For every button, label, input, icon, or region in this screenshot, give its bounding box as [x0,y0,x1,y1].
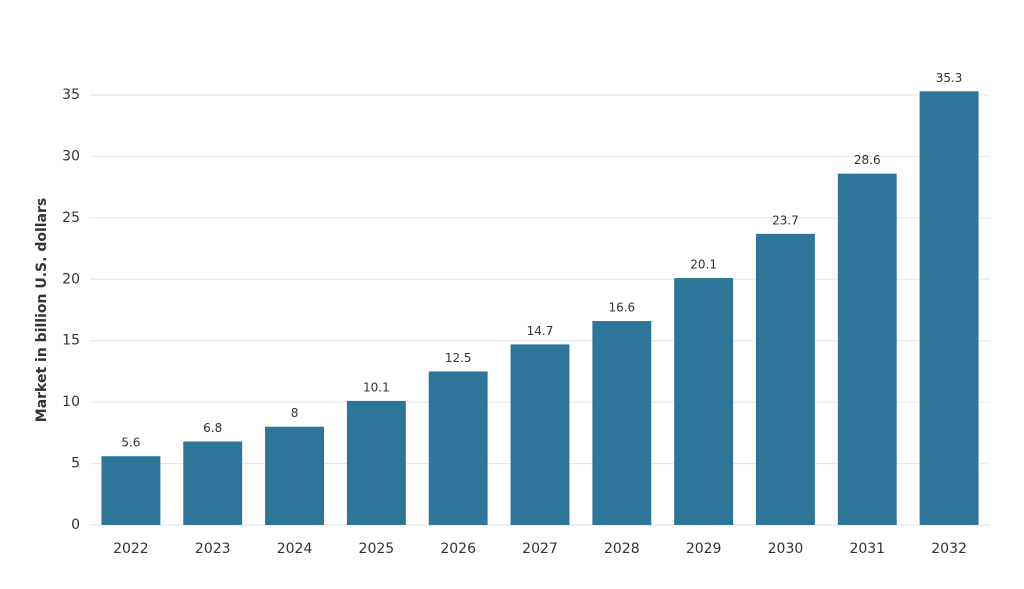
data-label: 14.7 [527,324,554,338]
y-axis-title: Market in billion U.S. dollars [34,198,50,422]
x-tick-label: 2029 [686,541,722,557]
x-tick-label: 2028 [604,541,640,557]
y-tick-label: 0 [71,517,80,533]
y-tick-label: 30 [62,148,80,164]
data-label: 6.8 [203,421,222,435]
bar [510,344,570,525]
y-tick-label: 5 [71,456,80,472]
x-tick-label: 2026 [440,541,476,557]
data-label: 8 [291,406,299,420]
data-label: 5.6 [121,436,140,450]
x-tick-label: 2025 [359,541,395,557]
bar [183,441,243,525]
bar [101,456,161,525]
data-label: 16.6 [608,301,635,315]
data-label: 23.7 [772,213,799,227]
y-tick-label: 35 [62,87,80,103]
bar [837,173,897,525]
bar [428,371,488,525]
bar [756,233,815,526]
x-tick-label: 2022 [113,541,149,557]
y-tick-label: 15 [62,333,80,349]
data-label: 10.1 [363,380,390,394]
data-label: 12.5 [445,351,472,365]
x-tick-label: 2023 [195,541,231,557]
x-tick-label: 2027 [522,541,558,557]
bar [919,91,979,526]
bar [674,278,734,525]
data-label: 35.3 [936,71,963,85]
bar [592,321,652,525]
y-tick-label: 25 [62,210,80,226]
x-tick-label: 2024 [277,541,313,557]
bar [346,400,406,525]
y-tick-label: 20 [62,271,80,287]
data-label: 20.1 [690,258,717,272]
x-tick-label: 2031 [849,541,885,557]
x-tick-label: 2032 [931,541,967,557]
data-label: 28.6 [854,153,881,167]
y-tick-label: 10 [62,394,80,410]
x-tick-label: 2030 [768,541,804,557]
bar [265,426,324,525]
